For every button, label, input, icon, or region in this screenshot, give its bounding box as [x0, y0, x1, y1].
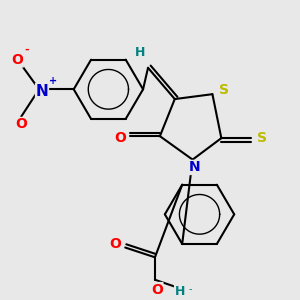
- Text: S: S: [219, 83, 229, 97]
- Text: O: O: [110, 237, 121, 250]
- Text: H: H: [135, 46, 145, 59]
- Text: N: N: [189, 160, 200, 174]
- Text: -: -: [189, 284, 192, 295]
- Text: N: N: [36, 84, 48, 99]
- Text: O: O: [15, 118, 27, 131]
- Text: O: O: [11, 53, 23, 67]
- Text: S: S: [257, 131, 267, 145]
- Text: O: O: [151, 283, 163, 296]
- Text: H: H: [175, 285, 185, 298]
- Text: +: +: [49, 76, 57, 86]
- Text: O: O: [114, 131, 126, 145]
- Text: -: -: [25, 45, 29, 55]
